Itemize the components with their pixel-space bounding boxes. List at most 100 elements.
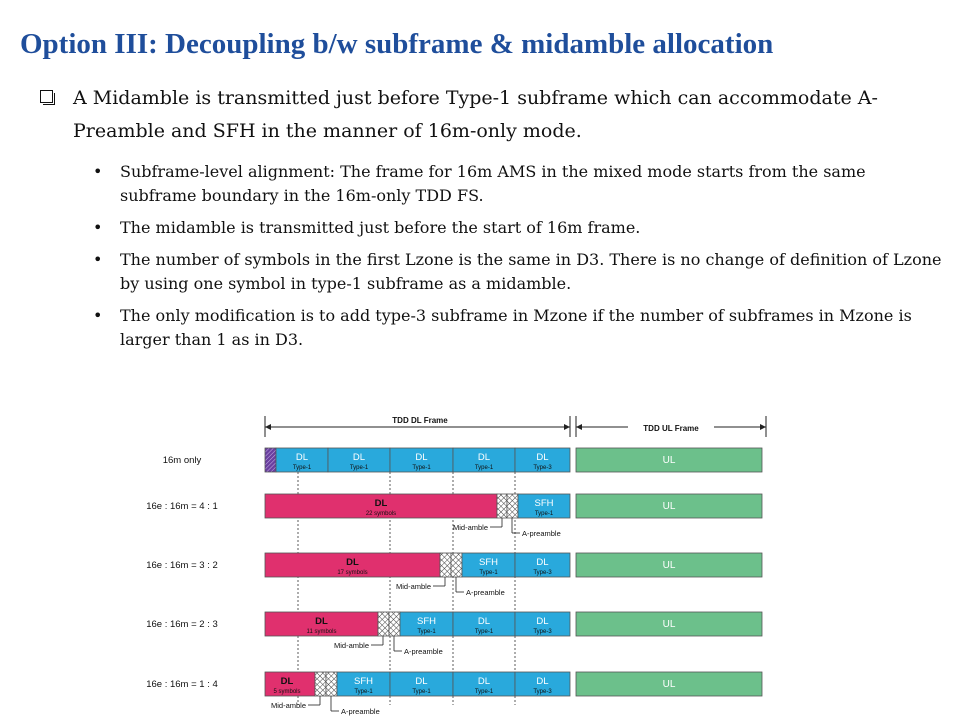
row-label: 16e : 16m = 2 : 3 (146, 619, 218, 630)
main-bullet: A Midamble is transmitted just before Ty… (40, 82, 920, 148)
blue-subframe-block (399, 611, 454, 637)
midamble-label: Mid-amble (334, 641, 369, 650)
checkbox-bullet-icon (40, 90, 55, 105)
main-bullet-text: A Midamble is transmitted just before Ty… (73, 87, 878, 142)
green-subframe-block (575, 671, 763, 697)
sub-bullet-text: The only modification is to add type-3 s… (120, 306, 912, 349)
pink-subframe-block (264, 671, 316, 697)
sub-bullet: • The midamble is transmitted just before… (93, 216, 943, 240)
tdd-dl-frame-label: TDD DL Frame (392, 416, 448, 425)
block-title-label: SFH (479, 557, 498, 568)
bullet-dot-icon: • (93, 162, 103, 181)
block-title-label: DL (375, 498, 388, 509)
block-subtitle-label: Type-1 (475, 629, 494, 635)
blue-subframe-block (461, 552, 516, 578)
block-subtitle-label: Type-1 (475, 689, 494, 695)
block-subtitle-label: Type-3 (533, 465, 552, 471)
a-preamble-label: A-preamble (341, 707, 380, 716)
blue-subframe-block (389, 671, 454, 697)
block-title-label: DL (478, 452, 490, 463)
crosshatch-overlay (378, 612, 389, 636)
blue-subframe-block (452, 671, 516, 697)
block-title-label: DL (415, 676, 427, 687)
block-title-label: UL (663, 560, 676, 571)
sub-bullet-text: Subframe-level alignment: The frame for … (120, 162, 866, 205)
block-title-label: UL (663, 679, 676, 690)
frame-label-bg (628, 421, 714, 433)
block-title-label: DL (353, 452, 365, 463)
blue-subframe-block (514, 611, 571, 637)
block-subtitle-label: Type-1 (535, 511, 554, 517)
blue-subframe-block (452, 447, 516, 473)
block-subtitle-label: 17 symbols (337, 570, 367, 576)
block-title-label: DL (536, 452, 548, 463)
blue-subframe-block (336, 671, 391, 697)
block-subtitle-label: Type-3 (533, 570, 552, 576)
block-title-label: DL (315, 616, 328, 627)
row-label: 16e : 16m = 4 : 1 (146, 501, 218, 512)
bullet-dot-icon: • (93, 250, 103, 269)
block-title-label: DL (478, 676, 490, 687)
crosshatch-overlay (389, 612, 400, 636)
green-subframe-block (575, 447, 763, 473)
blue-subframe-block (275, 447, 329, 473)
midamble-label: Mid-amble (453, 523, 488, 532)
block-subtitle-label: 5 symbols (273, 689, 300, 695)
block-subtitle-label: Type-3 (533, 689, 552, 695)
block-subtitle-label: Type-1 (475, 465, 494, 471)
crosshatch-overlay (507, 494, 518, 518)
block-title-label: DL (415, 452, 427, 463)
blue-subframe-block (452, 611, 516, 637)
arrowhead-icon (265, 424, 271, 430)
block-subtitle-label: Type-1 (479, 570, 498, 576)
crosshatch-overlay (440, 553, 451, 577)
a-preamble-label: A-preamble (522, 529, 561, 538)
row-label: 16m only (163, 455, 202, 466)
blue-subframe-block (517, 493, 571, 519)
block-title-label: DL (478, 616, 490, 627)
block-subtitle-label: Type-1 (293, 465, 312, 471)
block-subtitle-label: Type-1 (354, 689, 373, 695)
blue-subframe-block (514, 552, 571, 578)
pink-subframe-block (264, 493, 498, 519)
block-title-label: SFH (354, 676, 373, 687)
pink-subframe-block (264, 552, 441, 578)
block-subtitle-label: Type-1 (412, 689, 431, 695)
block-title-label: UL (663, 455, 676, 466)
block-subtitle-label: Type-3 (533, 629, 552, 635)
midamble-label: Mid-amble (396, 582, 431, 591)
row-label: 16e : 16m = 3 : 2 (146, 560, 218, 571)
blue-subframe-block (389, 447, 454, 473)
arrowhead-icon (760, 424, 766, 430)
block-title-label: DL (346, 557, 359, 568)
arrowhead-icon (564, 424, 570, 430)
purple-subframe-block (264, 447, 277, 473)
midamble-label: Mid-amble (271, 701, 306, 710)
crosshatch-overlay (497, 494, 507, 518)
arrowhead-icon (576, 424, 582, 430)
a-preamble-label: A-preamble (466, 588, 505, 597)
block-title-label: UL (663, 619, 676, 630)
sub-bullet: • The number of symbols in the first Lzon… (93, 248, 943, 296)
block-title-label: DL (536, 616, 548, 627)
crosshatch-overlay (451, 553, 462, 577)
block-subtitle-label: Type-1 (417, 629, 436, 635)
page-title: Option III: Decoupling b/w subframe & mi… (20, 28, 774, 60)
crosshatch-overlay (326, 672, 337, 696)
sub-bullet: • The only modification is to add type-3 … (93, 304, 943, 352)
blue-subframe-block (514, 671, 571, 697)
block-title-label: DL (296, 452, 308, 463)
bullet-dot-icon: • (93, 306, 103, 325)
block-title-label: SFH (535, 498, 554, 509)
block-title-label: DL (536, 676, 548, 687)
sub-bullet-text: The midamble is transmitted just before … (120, 218, 641, 237)
crosshatch-overlay (315, 672, 326, 696)
pink-subframe-block (264, 611, 379, 637)
block-title-label: SFH (417, 616, 436, 627)
block-subtitle-label: Type-1 (412, 465, 431, 471)
frame-label-bg (376, 413, 464, 426)
blue-subframe-block (327, 447, 391, 473)
block-title-label: DL (281, 676, 294, 687)
tdd-ul-frame-label: TDD UL Frame (643, 424, 699, 433)
